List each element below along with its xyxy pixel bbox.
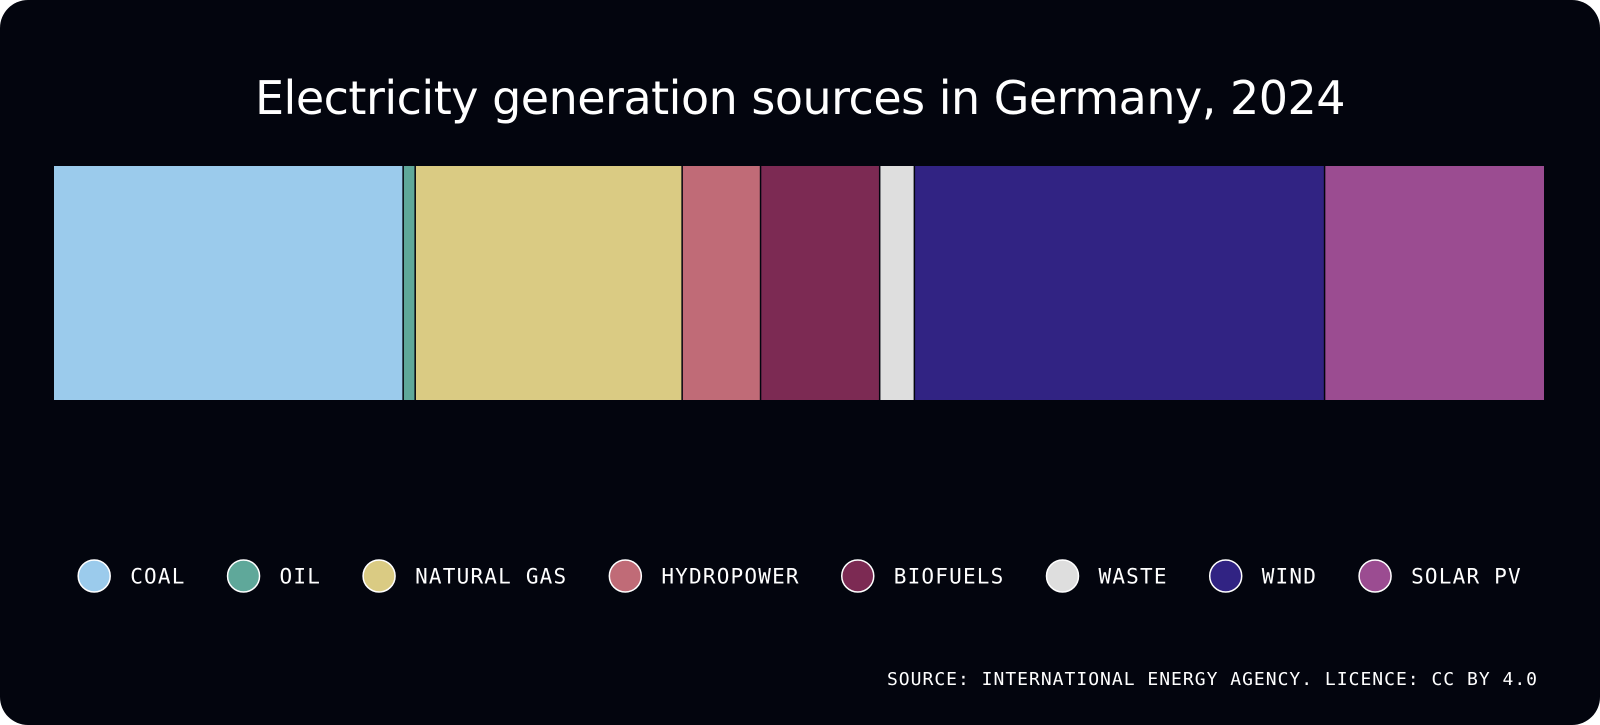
legend-label-coal: COAL <box>130 565 185 589</box>
legend-label-wind: WIND <box>1262 565 1317 589</box>
bar-segment-waste <box>880 166 916 400</box>
legend-label-oil: OIL <box>280 565 322 589</box>
legend-item-waste: WASTE <box>1045 559 1168 593</box>
bar-segment-biofuels <box>761 166 881 400</box>
bar-segment-oil <box>403 166 416 400</box>
legend-item-natural-gas: NATURAL GAS <box>362 559 567 593</box>
bar-segment-natural-gas <box>415 166 683 400</box>
legend-swatch-wind <box>1208 559 1243 593</box>
legend-swatch-oil <box>226 559 261 593</box>
legend-swatch-solar-pv <box>1358 559 1392 593</box>
bar-segment-coal <box>54 166 404 400</box>
legend-swatch-biofuels <box>841 559 875 593</box>
bar-segment-hydropower <box>682 166 762 400</box>
legend-label-natural-gas: NATURAL GAS <box>415 565 567 589</box>
legend-swatch-waste <box>1045 559 1080 593</box>
bar-segment-wind <box>915 166 1326 400</box>
legend-label-waste: WASTE <box>1099 565 1168 589</box>
legend-item-oil: OIL <box>226 559 322 593</box>
bar-segment-solar-pv <box>1325 166 1544 400</box>
legend-swatch-coal <box>77 559 111 593</box>
legend-label-biofuels: BIOFUELS <box>894 565 1005 589</box>
legend-item-wind: WIND <box>1208 559 1317 593</box>
legend-swatch-hydropower <box>608 559 643 593</box>
legend-swatch-natural-gas <box>362 559 396 593</box>
legend-item-hydropower: HYDROPOWER <box>608 559 799 593</box>
legend-item-coal: COAL <box>77 559 185 593</box>
legend-label-solar-pv: SOLAR PV <box>1411 565 1522 589</box>
source-note: SOURCE: INTERNATIONAL ENERGY AGENCY. LIC… <box>886 669 1538 690</box>
legend-item-biofuels: BIOFUELS <box>841 559 1005 593</box>
legend-item-solar-pv: SOLAR PV <box>1358 559 1522 593</box>
chart-title: Electricity generation sources in German… <box>254 71 1346 125</box>
legend-label-hydropower: HYDROPOWER <box>661 565 799 589</box>
